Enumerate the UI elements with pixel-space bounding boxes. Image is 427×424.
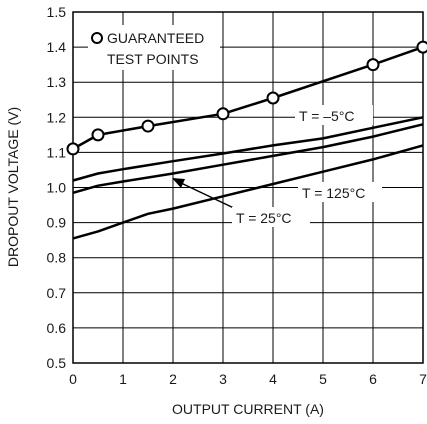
x-tick-label-0: 0 <box>69 371 77 387</box>
y-axis-label: DROPOUT VOLTAGE (V) <box>5 107 21 267</box>
y-tick-label-1: 0.6 <box>47 320 67 336</box>
y-tick-label-0: 0.5 <box>47 355 67 371</box>
annotation-25c: T = 25°C <box>172 178 310 227</box>
test-point-markers <box>66 40 427 156</box>
annotation-125c-background <box>298 182 382 202</box>
x-tick-label-7: 7 <box>419 371 427 387</box>
test-point-1 <box>91 128 105 142</box>
annotation-minus5c-background <box>295 105 373 125</box>
x-tick-label-3: 3 <box>219 371 227 387</box>
x-tick-label-6: 6 <box>369 371 377 387</box>
y-tick-label-7: 1.2 <box>47 109 67 125</box>
legend-background <box>88 25 220 70</box>
x-tick-label-2: 2 <box>169 371 177 387</box>
y-tick-label-3: 0.8 <box>47 250 67 266</box>
x-axis-label: OUTPUT CURRENT (A) <box>172 401 324 417</box>
annotation-125c-label: T = 125°C <box>302 185 365 201</box>
legend-line-2: TEST POINTS <box>107 51 199 67</box>
y-tick-label-10: 1.5 <box>47 4 67 20</box>
y-tick-label-5: 1.0 <box>47 180 67 196</box>
x-tick-label-4: 4 <box>269 371 277 387</box>
y-tick-label-6: 1.1 <box>47 144 67 160</box>
y-tick-label-2: 0.7 <box>47 285 67 301</box>
annotation-125c: T = 125°C <box>298 182 382 202</box>
test-point-6 <box>416 40 427 54</box>
test-point-3 <box>216 107 230 121</box>
plot-border <box>72 11 424 364</box>
legend-marker-icon <box>91 32 103 44</box>
tick-labels: 0 1 2 3 4 5 6 7 0.5 0.6 0.7 0.8 0.9 1.0 1.1 1.2 1.3 1.4 1.… <box>47 4 427 387</box>
annotation-25c-arrow <box>180 182 239 211</box>
annotation-minus5c-label: T = –5°C <box>299 108 355 124</box>
x-tick-label-1: 1 <box>119 371 127 387</box>
series-line-3 <box>72 144 424 240</box>
legend-line-1: GUARANTEED <box>107 30 204 46</box>
test-point-5 <box>366 58 380 72</box>
y-tick-label-9: 1.4 <box>47 39 67 55</box>
series-line-1 <box>72 116 424 182</box>
y-tick-label-4: 0.9 <box>47 215 67 231</box>
annotation-minus5c: T = –5°C <box>295 105 373 125</box>
legend: GUARANTEED TEST POINTS <box>88 25 220 70</box>
test-point-0 <box>66 142 80 156</box>
y-tick-label-8: 1.3 <box>47 74 67 90</box>
test-point-4 <box>266 91 280 105</box>
series-line-2 <box>72 123 424 195</box>
annotation-25c-arrowhead-icon <box>172 178 185 188</box>
test-point-2 <box>141 119 155 133</box>
plot-frame <box>72 11 424 364</box>
annotation-25c-background <box>232 207 310 227</box>
x-tick-label-5: 5 <box>319 371 327 387</box>
annotation-25c-label: T = 25°C <box>236 210 292 226</box>
